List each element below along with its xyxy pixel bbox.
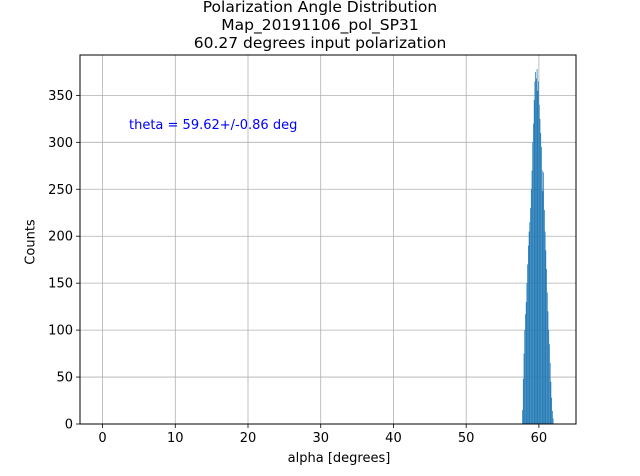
histogram-bar bbox=[525, 314, 526, 424]
histogram-bar bbox=[545, 250, 547, 424]
histogram-bar bbox=[528, 245, 529, 424]
histogram-bar bbox=[551, 397, 552, 424]
histogram-bar bbox=[531, 170, 533, 424]
axis-ticks: 0 10 20 30 40 50 60 0 50 100 150 200 250 300 350 bbox=[48, 89, 547, 446]
histogram-bar bbox=[539, 118, 541, 425]
histogram-bar bbox=[522, 378, 524, 424]
histogram-bar bbox=[544, 209, 545, 424]
x-tick-label: 60 bbox=[531, 431, 548, 446]
histogram-bar bbox=[543, 172, 544, 424]
histogram-bar bbox=[526, 283, 528, 424]
histogram-bar bbox=[549, 362, 551, 424]
histogram-bar bbox=[550, 381, 552, 424]
histogram-bar bbox=[540, 132, 542, 424]
histogram-bar bbox=[537, 90, 539, 425]
y-tick-label: 250 bbox=[48, 183, 73, 198]
histogram-bar bbox=[532, 142, 534, 424]
x-axis-label: alpha [degrees] bbox=[287, 451, 391, 466]
histogram-bar bbox=[552, 418, 554, 424]
histogram-bar bbox=[535, 71, 536, 425]
histogram-bar bbox=[529, 222, 531, 424]
histogram-bar bbox=[536, 69, 538, 424]
histogram-bar bbox=[528, 231, 530, 424]
grid bbox=[80, 55, 576, 425]
theta-annotation: theta = 59.62+/-0.86 deg bbox=[129, 118, 298, 133]
x-tick-label: 20 bbox=[240, 431, 257, 446]
histogram-bar bbox=[534, 81, 536, 425]
axes-frame bbox=[79, 54, 577, 425]
histogram-bar bbox=[538, 81, 539, 425]
histogram-bar bbox=[544, 231, 546, 424]
x-tick-label: 50 bbox=[458, 431, 475, 446]
histogram-bar bbox=[542, 191, 544, 424]
chart-title-line-3: 60.27 degrees input polarization bbox=[193, 34, 447, 52]
chart-title-line-2: Map_20191106_pol_SP31 bbox=[221, 16, 419, 34]
y-tick-label: 200 bbox=[48, 230, 73, 245]
chart-title-line-1: Polarization Angle Distribution bbox=[202, 0, 438, 16]
y-tick-label: 150 bbox=[48, 277, 73, 292]
y-tick-label: 350 bbox=[48, 89, 73, 104]
histogram-bar bbox=[525, 301, 527, 424]
histogram-bar bbox=[530, 208, 531, 424]
x-tick-label: 10 bbox=[167, 431, 184, 446]
histogram-bar bbox=[538, 104, 540, 424]
x-tick-label: 30 bbox=[312, 431, 329, 446]
histogram-bars bbox=[522, 69, 554, 425]
histogram-bar bbox=[533, 123, 534, 424]
y-tick-label: 50 bbox=[56, 371, 73, 386]
histogram-bar bbox=[533, 100, 535, 425]
histogram-bar bbox=[527, 264, 528, 424]
histogram-bar bbox=[548, 330, 550, 424]
histogram-bar bbox=[522, 409, 523, 424]
x-tick-label: 0 bbox=[98, 431, 106, 446]
histogram-bar bbox=[541, 170, 543, 424]
histogram-bar bbox=[552, 410, 553, 424]
histogram-bar bbox=[541, 147, 542, 425]
histogram-bar bbox=[530, 189, 532, 424]
y-axis-label: Counts bbox=[23, 219, 39, 265]
y-tick-label: 0 bbox=[65, 418, 73, 433]
y-tick-label: 100 bbox=[48, 324, 73, 339]
x-tick-label: 40 bbox=[385, 431, 402, 446]
y-tick-label: 300 bbox=[48, 136, 73, 151]
histogram-bar bbox=[524, 330, 526, 424]
histogram-bar bbox=[546, 269, 547, 424]
histogram-bar bbox=[523, 353, 525, 424]
histogram-bar bbox=[536, 78, 537, 425]
histogram-bar bbox=[549, 344, 550, 424]
histogram-bar bbox=[547, 311, 549, 424]
histogram-bar bbox=[546, 292, 548, 424]
